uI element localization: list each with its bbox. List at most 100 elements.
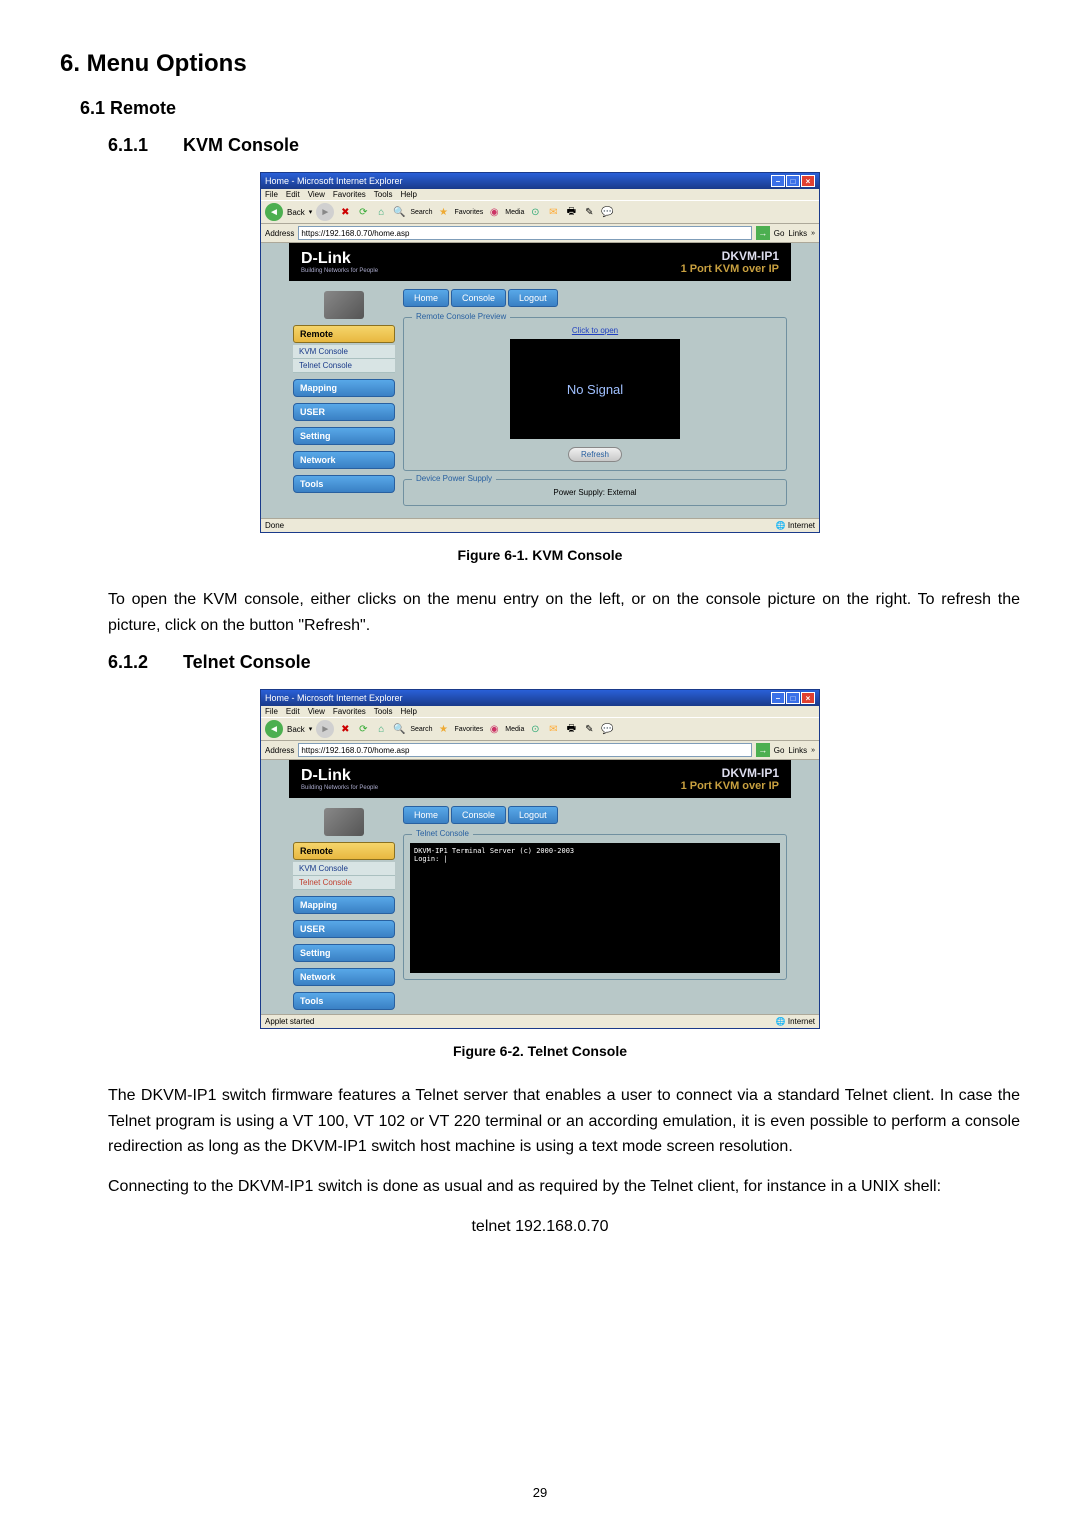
print-icon: 🖶: [564, 205, 578, 219]
minimize-icon: –: [771, 175, 785, 187]
ie-statusbar: Done 🌐 Internet: [261, 518, 819, 532]
section-title: KVM Console: [183, 135, 299, 155]
preview-legend: Remote Console Preview: [412, 312, 510, 321]
sidebar-item-tools: Tools: [293, 992, 395, 1010]
dlink-main: Home Console Logout Remote Console Previ…: [399, 285, 791, 518]
menu-file: File: [265, 707, 278, 716]
telnet-legend: Telnet Console: [412, 829, 473, 838]
menu-tools: Tools: [374, 190, 393, 199]
figure-6-1-screenshot: Home - Microsoft Internet Explorer – □ ×…: [60, 172, 1020, 533]
ie-titlebar: Home - Microsoft Internet Explorer – □ ×: [261, 173, 819, 189]
sidebar-item-setting: Setting: [293, 427, 395, 445]
brand-sub: Building Networks for People: [301, 268, 378, 274]
go-label: Go: [774, 229, 785, 238]
search-icon: 🔍: [392, 205, 406, 219]
tab-logout: Logout: [508, 289, 558, 307]
device-power-panel: Device Power Supply Power Supply: Extern…: [403, 479, 787, 506]
brand-sub: Building Networks for People: [301, 785, 378, 791]
sidebar-item-kvm-console: KVM Console: [293, 345, 395, 359]
ie-address-bar: Address → Go Links »: [261, 741, 819, 760]
preview-open-link: Click to open: [412, 326, 778, 335]
ie-content-area: D-Link Building Networks for People DKVM…: [261, 760, 819, 1014]
stop-icon: ✖: [338, 722, 352, 736]
figure-6-1-caption: Figure 6-1. KVM Console: [60, 547, 1020, 563]
sidebar-item-telnet-console: Telnet Console: [293, 359, 395, 373]
tab-console: Console: [451, 806, 506, 824]
dlink-sidebar: Remote KVM Console Telnet Console Mappin…: [289, 802, 399, 1014]
brand-text: D-Link: [301, 767, 351, 784]
heading-kvm-console: 6.1.1 KVM Console: [108, 135, 1020, 156]
product-desc: 1 Port KVM over IP: [681, 263, 779, 275]
forward-icon: ►: [316, 720, 334, 738]
heading-telnet-console: 6.1.2 Telnet Console: [108, 652, 1020, 673]
favorites-icon: ★: [437, 722, 451, 736]
dlink-body: Remote KVM Console Telnet Console Mappin…: [289, 798, 791, 1014]
menu-favorites: Favorites: [333, 707, 366, 716]
sidebar-item-user: USER: [293, 920, 395, 938]
status-left: Applet started: [265, 1017, 314, 1026]
sidebar-item-tools: Tools: [293, 475, 395, 493]
search-icon: 🔍: [392, 722, 406, 736]
window-buttons: – □ ×: [771, 692, 815, 704]
back-icon: ◄: [265, 720, 283, 738]
address-label: Address: [265, 746, 294, 755]
sidebar-item-network: Network: [293, 968, 395, 986]
paragraph-kvm-open: To open the KVM console, either clicks o…: [108, 587, 1020, 638]
home-icon: ⌂: [374, 205, 388, 219]
tab-console: Console: [451, 289, 506, 307]
ie-menubar: File Edit View Favorites Tools Help: [261, 189, 819, 200]
refresh-icon: ⟳: [356, 205, 370, 219]
product-label: DKVM-IP1 1 Port KVM over IP: [681, 249, 779, 275]
section-num: 6.1.1: [108, 135, 178, 156]
address-input: [298, 743, 751, 757]
menu-help: Help: [400, 707, 416, 716]
ie-window: Home - Microsoft Internet Explorer – □ ×…: [260, 172, 820, 533]
top-tabs: Home Console Logout: [403, 806, 787, 824]
forward-icon: ►: [316, 203, 334, 221]
media-icon: ◉: [487, 722, 501, 736]
product-desc: 1 Port KVM over IP: [681, 780, 779, 792]
sidebar-item-mapping: Mapping: [293, 379, 395, 397]
sidebar-item-network: Network: [293, 451, 395, 469]
dlink-header: D-Link Building Networks for People DKVM…: [289, 243, 791, 281]
history-icon: ⊙: [528, 205, 542, 219]
menu-edit: Edit: [286, 707, 300, 716]
sidebar-remote-header: Remote: [293, 842, 395, 860]
ie-toolbar: ◄ Back ▾ ► ✖ ⟳ ⌂ 🔍 Search ★ Favorites ◉ …: [261, 717, 819, 741]
section-title: Telnet Console: [183, 652, 311, 672]
sidebar-item-telnet-console: Telnet Console: [293, 876, 395, 890]
sidebar-item-mapping: Mapping: [293, 896, 395, 914]
go-icon: →: [756, 226, 770, 240]
ie-title-text: Home - Microsoft Internet Explorer: [265, 176, 403, 186]
window-buttons: – □ ×: [771, 175, 815, 187]
telnet-console-panel: Telnet Console DKVM-IP1 Terminal Server …: [403, 834, 787, 980]
ie-menubar: File Edit View Favorites Tools Help: [261, 706, 819, 717]
remote-console-preview-panel: Remote Console Preview Click to open No …: [403, 317, 787, 471]
paragraph-telnet-connect: Connecting to the DKVM-IP1 switch is don…: [108, 1174, 1020, 1200]
paragraph-telnet-desc: The DKVM-IP1 switch firmware features a …: [108, 1083, 1020, 1160]
back-label: Back: [287, 208, 305, 217]
menu-help: Help: [400, 190, 416, 199]
back-label: Back: [287, 725, 305, 734]
menu-file: File: [265, 190, 278, 199]
media-icon: ◉: [487, 205, 501, 219]
product-code: DKVM-IP1: [681, 766, 779, 780]
ie-window: Home - Microsoft Internet Explorer – □ ×…: [260, 689, 820, 1029]
status-zone: 🌐 Internet: [776, 521, 815, 530]
dlink-header: D-Link Building Networks for People DKVM…: [289, 760, 791, 798]
back-icon: ◄: [265, 203, 283, 221]
sidebar-item-user: USER: [293, 403, 395, 421]
ie-titlebar: Home - Microsoft Internet Explorer – □ ×: [261, 690, 819, 706]
address-label: Address: [265, 229, 294, 238]
stop-icon: ✖: [338, 205, 352, 219]
edit-icon: ✎: [582, 205, 596, 219]
edit-icon: ✎: [582, 722, 596, 736]
ie-content-area: D-Link Building Networks for People DKVM…: [261, 243, 819, 518]
tab-home: Home: [403, 289, 449, 307]
heading-remote: 6.1 Remote: [80, 98, 1020, 119]
dlink-body: Remote KVM Console Telnet Console Mappin…: [289, 281, 791, 518]
product-code: DKVM-IP1: [681, 249, 779, 263]
dlink-main: Home Console Logout Telnet Console DKVM-…: [399, 802, 791, 1014]
ie-statusbar: Applet started 🌐 Internet: [261, 1014, 819, 1028]
sidebar-remote-header: Remote: [293, 325, 395, 343]
